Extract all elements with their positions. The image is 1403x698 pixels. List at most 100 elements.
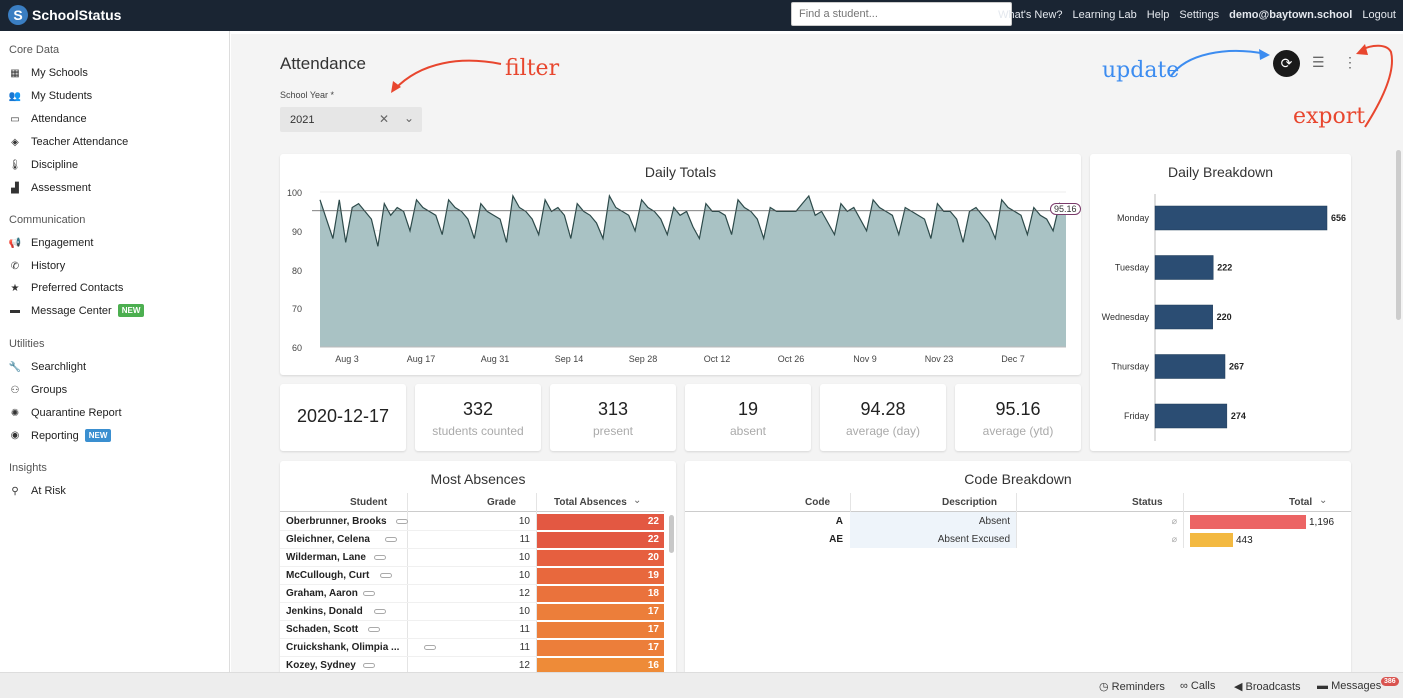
student-name[interactable]: Graham, Aaron <box>286 588 358 599</box>
sidebar-item-searchlight[interactable]: 🔧 Searchlight <box>9 361 86 373</box>
table-row[interactable]: Gleichner, Celena 11 22 <box>280 531 664 549</box>
school-year-select[interactable]: 2021 ✕ ⌄ <box>280 107 422 132</box>
column-divider <box>1183 493 1184 548</box>
stat-label: present <box>592 424 634 438</box>
sidebar-item-teacher-attendance[interactable]: ◈ Teacher Attendance <box>9 136 128 148</box>
student-tag <box>379 573 392 578</box>
sidebar-item-quarantine-report[interactable]: ✺ Quarantine Report <box>9 407 122 419</box>
student-search-input[interactable] <box>791 2 1012 26</box>
sidebar-item-assessment[interactable]: ▟ Assessment <box>9 182 91 194</box>
sidebar-item-groups[interactable]: ⚇ Groups <box>9 384 68 396</box>
sidebar-item-label: Assessment <box>31 182 91 194</box>
column-header-code[interactable]: Code <box>805 497 830 508</box>
sidebar-item-my-students[interactable]: 👥 My Students <box>9 90 92 102</box>
student-name[interactable]: Wilderman, Lane <box>286 552 366 563</box>
sidebar-item-my-schools[interactable]: ▦ My Schools <box>9 67 88 79</box>
page-scrollbar[interactable] <box>1396 150 1401 320</box>
calls-button[interactable]: ∞ Calls <box>1180 680 1215 692</box>
student-name[interactable]: Cruickshank, Olimpia ... <box>286 642 400 653</box>
more-options-button[interactable]: ⋮ <box>1343 54 1357 71</box>
logout-link[interactable]: Logout <box>1362 9 1396 21</box>
data-label: 656 <box>1331 213 1346 223</box>
table-row[interactable]: Cruickshank, Olimpia ... 11 17 <box>280 639 664 657</box>
table-row[interactable]: A Absent ⌀ 1,196 <box>685 513 1351 531</box>
messages-label: Messages <box>1331 680 1382 692</box>
data-label: 274 <box>1231 411 1246 421</box>
column-header-status[interactable]: Status <box>1132 497 1163 508</box>
filter-annotation: filter <box>505 56 560 81</box>
table-row[interactable]: AE Absent Excused ⌀ 443 <box>685 531 1351 549</box>
top-navbar: S SchoolStatus What's New? Learning Lab … <box>0 0 1403 31</box>
sidebar-item-preferred-contacts[interactable]: ★ Preferred Contacts <box>9 282 124 294</box>
student-name[interactable]: Schaden, Scott <box>286 624 359 635</box>
stat-card-present: 313 present <box>550 384 676 451</box>
main-content: Attendance School Year * 2021 ✕ ⌄ filter… <box>231 34 1403 676</box>
logo-icon: S <box>8 5 28 25</box>
chevron-down-icon[interactable]: ⌄ <box>404 111 415 125</box>
sidebar-item-engagement[interactable]: 📢 Engagement <box>9 237 94 249</box>
column-header-total[interactable]: Total <box>1289 497 1313 508</box>
new-badge: NEW <box>117 304 145 317</box>
wrench-icon: 🔧 <box>8 361 22 373</box>
code-breakdown-card: Code Breakdown Code Description Status T… <box>685 461 1351 676</box>
student-name[interactable]: McCullough, Curt <box>286 570 370 581</box>
sort-desc-icon[interactable]: ⌄ <box>1319 495 1328 506</box>
stat-date: 2020-12-17 <box>296 406 390 426</box>
whats-new-link[interactable]: What's New? <box>998 9 1063 21</box>
category-label: Tuesday <box>1115 263 1150 273</box>
student-tag <box>362 663 375 668</box>
sidebar-item-history[interactable]: ✆ History <box>9 260 65 272</box>
absences-cell: 20 <box>537 550 664 566</box>
table-row[interactable]: McCullough, Curt 10 19 <box>280 567 664 585</box>
sidebar-item-label: Preferred Contacts <box>31 282 124 294</box>
user-account-link[interactable]: demo@baytown.school <box>1229 9 1353 21</box>
column-header-grade[interactable]: Grade <box>487 497 516 508</box>
thermometer-icon: 🌡 <box>8 159 22 171</box>
inbox-icon: ▬ <box>1317 680 1328 692</box>
settings-link[interactable]: Settings <box>1179 9 1220 21</box>
y-tick-label: 90 <box>292 227 302 237</box>
reminders-button[interactable]: ◷ Reminders <box>1099 680 1165 693</box>
broadcasts-button[interactable]: ◀ Broadcasts <box>1234 680 1301 693</box>
filter-button[interactable]: ☰ <box>1312 54 1325 71</box>
student-tag <box>396 519 409 524</box>
app-logo[interactable]: S SchoolStatus <box>8 5 121 25</box>
table-row[interactable]: Kozey, Sydney 12 16 <box>280 657 664 675</box>
sidebar-item-attendance[interactable]: ▭ Attendance <box>9 113 86 125</box>
refresh-button[interactable]: ⟳ <box>1273 50 1300 77</box>
sidebar-item-reporting[interactable]: ◉ Reporting NEW <box>9 429 112 442</box>
table-scrollbar[interactable] <box>669 515 674 553</box>
refresh-icon: ⟳ <box>1280 55 1293 71</box>
student-name[interactable]: Gleichner, Celena <box>286 534 370 545</box>
absences-cell: 16 <box>537 658 664 674</box>
sidebar-item-at-risk[interactable]: ⚲ At Risk <box>9 485 66 497</box>
student-tag <box>374 609 386 614</box>
sort-desc-icon[interactable]: ⌄ <box>633 495 642 506</box>
sidebar-item-discipline[interactable]: 🌡 Discipline <box>9 159 78 171</box>
column-divider <box>1016 493 1017 548</box>
megaphone-icon: ◀ <box>1234 681 1243 693</box>
sidebar-item-label: My Students <box>31 90 93 102</box>
table-row[interactable]: Graham, Aaron 12 18 <box>280 585 664 603</box>
table-row[interactable]: Jenkins, Donald 10 17 <box>280 603 664 621</box>
row-divider <box>280 602 537 603</box>
column-header-description[interactable]: Description <box>942 497 998 508</box>
column-header-total-absences[interactable]: Total Absences <box>554 497 627 508</box>
table-row[interactable]: Oberbrunner, Brooks 10 22 <box>280 513 664 531</box>
student-name[interactable]: Kozey, Sydney <box>286 660 356 671</box>
messages-button[interactable]: ▬ Messages <box>1317 680 1381 692</box>
sidebar-item-label: My Schools <box>31 67 88 79</box>
clear-icon[interactable]: ✕ <box>379 112 390 126</box>
learning-lab-link[interactable]: Learning Lab <box>1072 9 1137 21</box>
student-name[interactable]: Jenkins, Donald <box>286 606 363 617</box>
student-name[interactable]: Oberbrunner, Brooks <box>286 516 387 527</box>
sidebar-item-message-center[interactable]: ▬ Message Center NEW <box>9 304 145 317</box>
table-row[interactable]: Schaden, Scott 11 17 <box>280 621 664 639</box>
table-row[interactable]: Wilderman, Lane 10 20 <box>280 549 664 567</box>
reminders-label: Reminders <box>1111 681 1165 693</box>
help-link[interactable]: Help <box>1146 9 1170 21</box>
category-label: Thursday <box>1111 362 1149 372</box>
column-header-student[interactable]: Student <box>350 497 388 508</box>
daily-totals-chart: 100 90 80 70 60 Aug 3 Aug 17 Aug 31 Sep … <box>287 188 1067 364</box>
y-tick-label: 80 <box>292 266 302 276</box>
